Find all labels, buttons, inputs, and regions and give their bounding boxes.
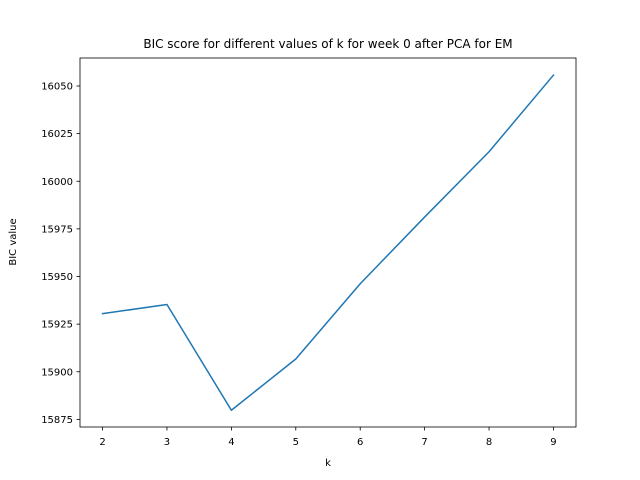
chart-title: BIC score for different values of k for … (143, 37, 512, 51)
y-tick-label: 15875 (41, 415, 73, 426)
y-tick-label: 15900 (41, 367, 73, 378)
y-tick-label: 15975 (41, 224, 73, 235)
y-tick-label: 16050 (41, 82, 73, 93)
axes-frame (79, 57, 577, 428)
x-tick-label: 6 (357, 437, 363, 448)
x-axis-label: k (325, 458, 331, 469)
x-tick-label: 7 (421, 437, 427, 448)
y-axis: 15875 15900 15925 15950 15975 16000 16025 16050 (41, 82, 80, 426)
y-tick-label: 15925 (41, 320, 73, 331)
series-line-bic (101, 74, 555, 411)
y-tick-label: 16000 (41, 177, 73, 188)
x-tick-label: 8 (486, 437, 492, 448)
x-axis: 2 3 4 5 6 7 8 9 (99, 427, 557, 448)
x-tick-label: 3 (164, 437, 170, 448)
x-tick-label: 4 (228, 437, 234, 448)
y-axis-label: BIC value (8, 218, 19, 265)
y-tick-label: 15950 (41, 272, 73, 283)
x-tick-label: 9 (550, 437, 556, 448)
y-tick-label: 16025 (41, 129, 73, 140)
x-tick-label: 5 (293, 437, 299, 448)
plot-area (101, 74, 555, 411)
x-tick-label: 2 (99, 437, 105, 448)
